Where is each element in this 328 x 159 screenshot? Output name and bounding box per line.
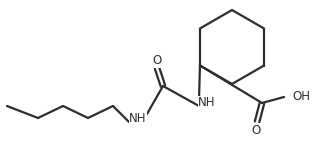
Text: O: O — [153, 55, 162, 68]
Text: NH: NH — [129, 111, 147, 124]
Text: O: O — [251, 124, 261, 136]
Text: NH: NH — [198, 97, 216, 110]
Text: OH: OH — [292, 90, 310, 104]
